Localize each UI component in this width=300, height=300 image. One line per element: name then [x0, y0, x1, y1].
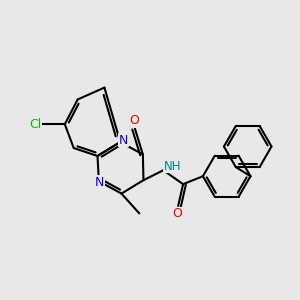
Text: N: N — [95, 176, 104, 189]
Text: NH: NH — [164, 160, 181, 173]
Text: Cl: Cl — [29, 118, 41, 131]
Text: N: N — [118, 134, 128, 147]
Text: O: O — [172, 207, 182, 220]
Text: O: O — [129, 114, 139, 127]
